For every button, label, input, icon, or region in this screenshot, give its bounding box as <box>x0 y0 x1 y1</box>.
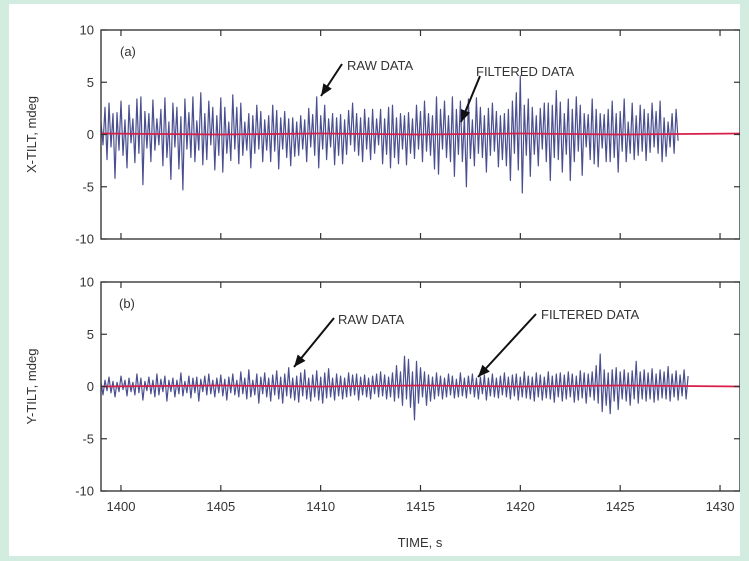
annotation-arrow-head-a <box>461 109 471 122</box>
series-line-raw-data-a <box>101 75 679 194</box>
annotation-filtered-data-a: FILTERED DATA <box>476 64 575 79</box>
y-tick-label-a: 5 <box>87 75 94 90</box>
y-tick-label-b: -10 <box>75 484 94 499</box>
annotation-raw-data-a: RAW DATA <box>347 58 414 73</box>
y-tick-label-a: 0 <box>87 127 94 142</box>
annotation-arrow-head-b <box>478 364 490 377</box>
y-tick-label-a: -5 <box>82 179 94 194</box>
x-tick-label-b: 1400 <box>107 499 136 514</box>
y-axis-label-b: Y-TILT, mdeg <box>24 349 39 425</box>
annotation-arrow-head-a <box>321 83 332 96</box>
x-tick-label-b: 1420 <box>506 499 535 514</box>
panel-label-a: (a) <box>120 44 136 59</box>
y-tick-label-a: 10 <box>80 23 94 38</box>
x-axis-label: TIME, s <box>398 535 443 550</box>
series-line-filtered-data-a <box>101 132 740 136</box>
x-tick-label-b: 1405 <box>206 499 235 514</box>
tilt-charts: (a) X-TILT, mdeg RAW DATA FILTERED DATA … <box>24 23 741 550</box>
series-line-raw-data-b <box>101 353 689 421</box>
x-tick-label-b: 1415 <box>406 499 435 514</box>
panel-b: (b) Y-TILT, mdeg RAW DATA FILTERED DATA … <box>24 275 741 550</box>
figure: (a) X-TILT, mdeg RAW DATA FILTERED DATA … <box>9 4 741 556</box>
series-line-filtered-data-b <box>101 384 740 388</box>
annotation-arrow-line-b <box>477 313 537 378</box>
x-tick-label-b: 1425 <box>606 499 635 514</box>
annotation-arrow-head-b <box>294 354 306 367</box>
y-tick-label-a: -10 <box>75 232 94 247</box>
y-tick-label-b: 10 <box>80 275 94 290</box>
annotation-raw-data-b: RAW DATA <box>338 312 405 327</box>
x-tick-label-b: 1430 <box>706 499 735 514</box>
y-tick-label-b: 0 <box>87 379 94 394</box>
annotation-filtered-data-b: FILTERED DATA <box>541 307 640 322</box>
y-axis-label-a: X-TILT, mdeg <box>24 96 39 173</box>
y-tick-label-b: 5 <box>87 327 94 342</box>
x-tick-label-b: 1410 <box>306 499 335 514</box>
panel-a: (a) X-TILT, mdeg RAW DATA FILTERED DATA … <box>24 23 741 247</box>
panel-label-b: (b) <box>119 296 135 311</box>
y-tick-label-b: -5 <box>82 431 94 446</box>
